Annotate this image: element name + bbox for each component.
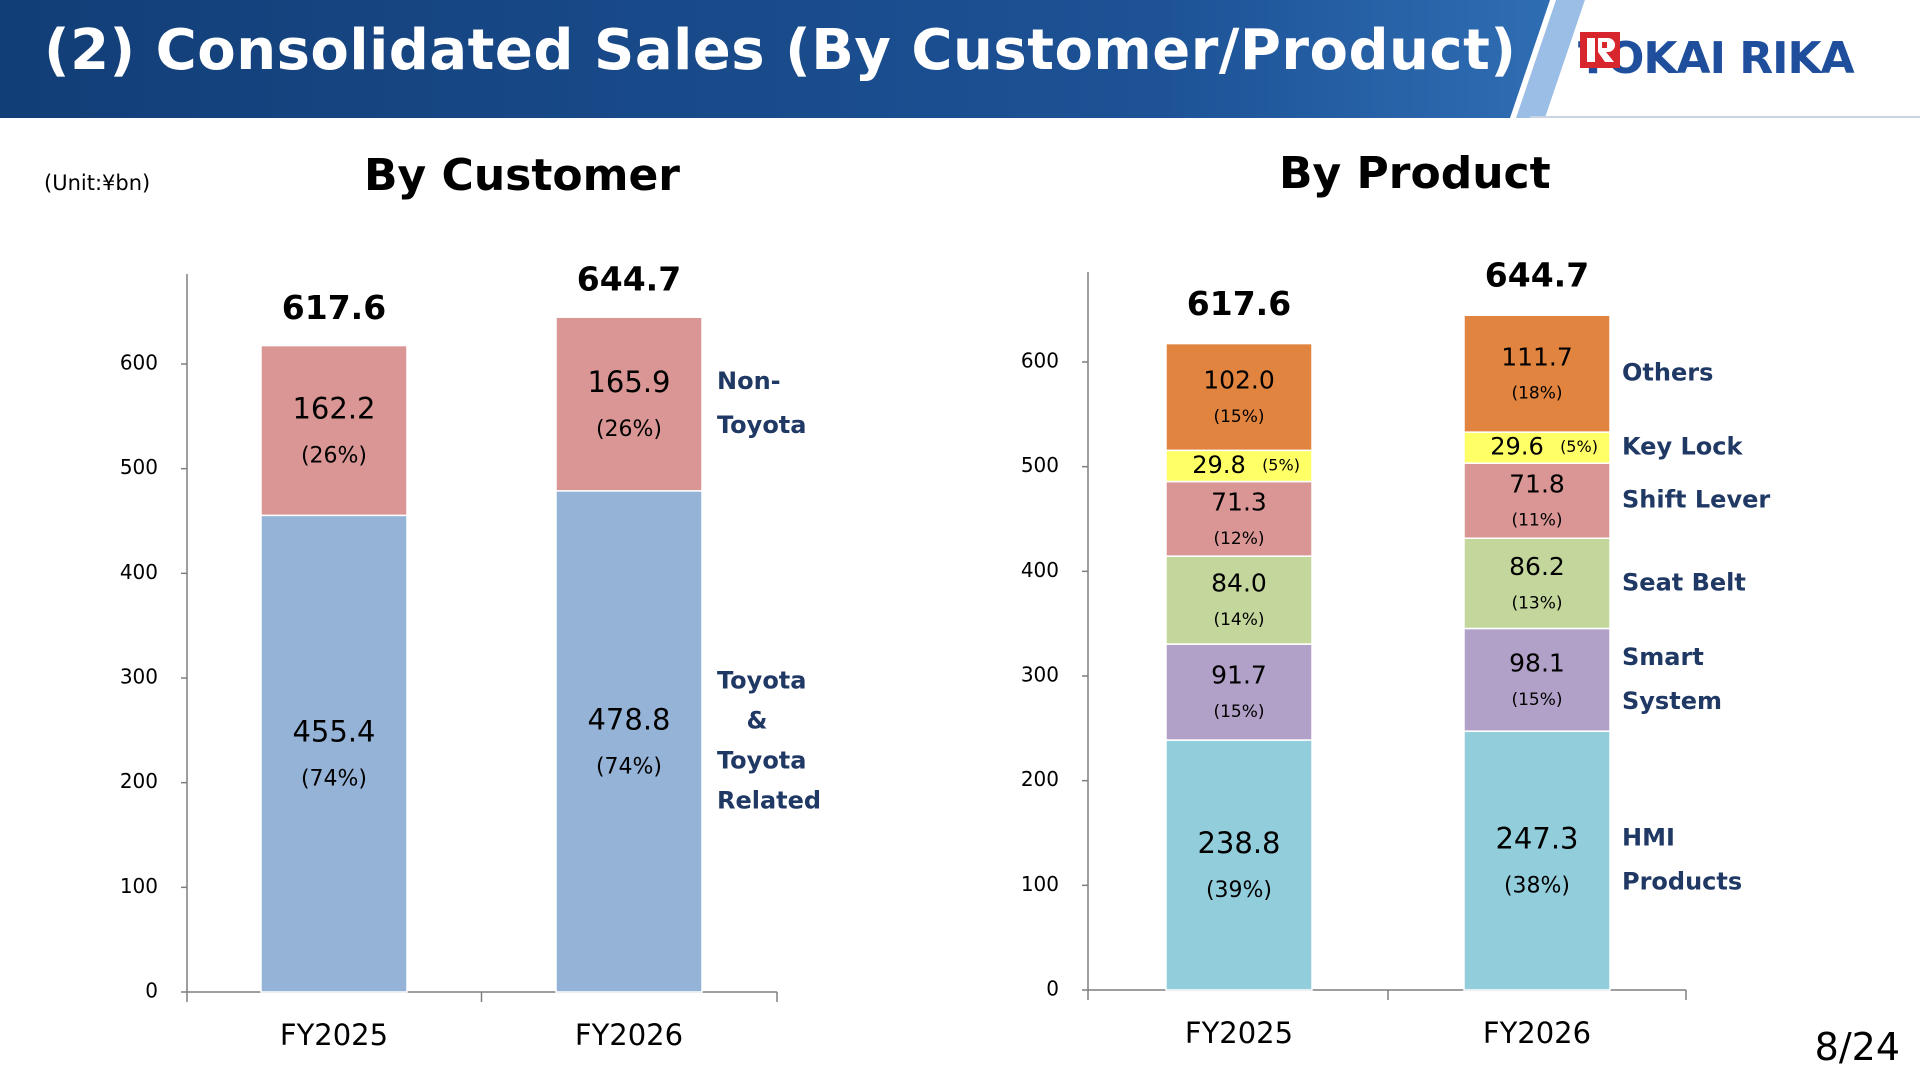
series-label: Smart — [1622, 643, 1704, 671]
bar-value-label: 29.8 — [1192, 451, 1245, 479]
bar-value-label: 71.8 — [1509, 469, 1565, 498]
bar-segment — [1463, 462, 1611, 540]
page-title: (2) Consolidated Sales (By Customer/Prod… — [44, 18, 1517, 83]
bar-segment — [1463, 431, 1611, 464]
product-chart-title: By Product — [1279, 148, 1551, 199]
bar-percent-label: (18%) — [1511, 384, 1562, 404]
y-tick-label: 300 — [120, 665, 158, 689]
bar-percent-label: (13%) — [1511, 593, 1562, 613]
bar-percent-label: (26%) — [596, 417, 662, 442]
bar-percent-label: (74%) — [301, 767, 367, 792]
header-banner: (2) Consolidated Sales (By Customer/Prod… — [0, 0, 1920, 118]
bar-value-label: 478.8 — [587, 702, 670, 736]
bar-value-label: 455.4 — [292, 715, 375, 749]
bar-value-label: 98.1 — [1509, 648, 1565, 677]
series-label: Related — [717, 786, 821, 814]
y-tick-label: 0 — [145, 979, 158, 1003]
bar-percent-label: (74%) — [596, 754, 662, 779]
x-category-label: FY2026 — [1483, 1016, 1591, 1050]
bar-total-label: 617.6 — [282, 288, 386, 327]
series-label: HMI — [1622, 824, 1675, 852]
bar-value-label: 162.2 — [292, 391, 375, 425]
bar-value-label: 111.7 — [1501, 342, 1573, 371]
bar-percent-label: (15%) — [1213, 407, 1264, 427]
series-label: Shift Lever — [1622, 486, 1770, 514]
series-label: & — [747, 706, 768, 734]
y-tick-label: 500 — [1021, 453, 1059, 477]
bar-segment — [1165, 739, 1313, 991]
series-label: Toyota — [717, 746, 806, 774]
bar-segment — [1165, 555, 1313, 645]
company-logo: TOKAI RIKA — [1578, 28, 1855, 88]
y-tick-label: 300 — [1021, 663, 1059, 687]
bar-segment — [1165, 643, 1313, 741]
y-tick-label: 400 — [120, 560, 158, 584]
bar-segment — [260, 344, 408, 517]
logo-text: TOKAI RIKA — [1578, 32, 1855, 84]
bar-segment — [1165, 342, 1313, 452]
y-tick-label: 200 — [120, 769, 158, 793]
y-tick-label: 0 — [1046, 977, 1059, 1001]
bar-total-label: 617.6 — [1187, 284, 1291, 323]
x-category-label: FY2025 — [280, 1018, 388, 1052]
x-category-label: FY2026 — [575, 1018, 683, 1052]
bar-value-label: 102.0 — [1203, 366, 1275, 395]
tokai-rika-mark-icon — [1580, 32, 1620, 68]
bar-percent-label: (38%) — [1504, 874, 1570, 899]
bar-percent-label: (12%) — [1213, 529, 1264, 549]
series-label: Others — [1622, 359, 1713, 387]
series-label: Products — [1622, 868, 1742, 896]
bar-value-label: 86.2 — [1509, 552, 1565, 581]
bar-percent-label: (5%) — [1262, 455, 1300, 474]
page-number: 8/24 — [1814, 1025, 1900, 1069]
header-background — [0, 0, 1920, 118]
y-tick-label: 100 — [120, 874, 158, 898]
bar-percent-label: (39%) — [1206, 878, 1272, 903]
bar-total-label: 644.7 — [577, 260, 681, 299]
series-label: Seat Belt — [1622, 568, 1746, 596]
bar-total-label: 644.7 — [1485, 256, 1589, 295]
y-tick-label: 400 — [1021, 558, 1059, 582]
series-label: Toyota — [717, 411, 806, 439]
bar-segment — [1463, 537, 1611, 630]
product-chart — [1082, 272, 1687, 1000]
bar-value-label: 247.3 — [1495, 822, 1578, 856]
series-label: Key Lock — [1622, 433, 1743, 461]
bar-percent-label: (14%) — [1213, 610, 1264, 630]
bar-value-label: 91.7 — [1211, 661, 1267, 690]
y-tick-label: 200 — [1021, 767, 1059, 791]
bar-segment — [555, 490, 703, 993]
bar-percent-label: (26%) — [301, 443, 367, 468]
y-tick-label: 100 — [1021, 872, 1059, 896]
bar-value-label: 71.3 — [1211, 487, 1267, 516]
series-label: Toyota — [717, 666, 806, 694]
customer-chart-title: By Customer — [364, 150, 680, 201]
x-category-label: FY2025 — [1185, 1016, 1293, 1050]
customer-chart — [181, 274, 778, 1002]
y-tick-label: 600 — [1021, 349, 1059, 373]
bar-segment — [555, 316, 703, 492]
bar-segment — [1165, 449, 1313, 483]
bar-value-label: 238.8 — [1197, 826, 1280, 860]
bar-segment — [1463, 627, 1611, 732]
series-label: System — [1622, 687, 1722, 715]
bar-percent-label: (15%) — [1511, 690, 1562, 710]
bar-percent-label: (5%) — [1560, 437, 1598, 456]
y-tick-label: 500 — [120, 455, 158, 479]
series-label: Non- — [717, 367, 781, 395]
unit-label: (Unit:¥bn) — [44, 171, 151, 195]
bar-value-label: 84.0 — [1211, 569, 1267, 598]
bar-segment — [1165, 480, 1313, 557]
y-tick-label: 600 — [120, 351, 158, 375]
bar-segment — [260, 514, 408, 993]
bar-percent-label: (11%) — [1511, 511, 1562, 531]
bar-value-label: 165.9 — [587, 365, 670, 399]
bar-percent-label: (15%) — [1213, 702, 1264, 722]
bar-segment — [1463, 314, 1611, 433]
bar-value-label: 29.6 — [1490, 433, 1543, 461]
bar-segment — [1463, 730, 1611, 991]
